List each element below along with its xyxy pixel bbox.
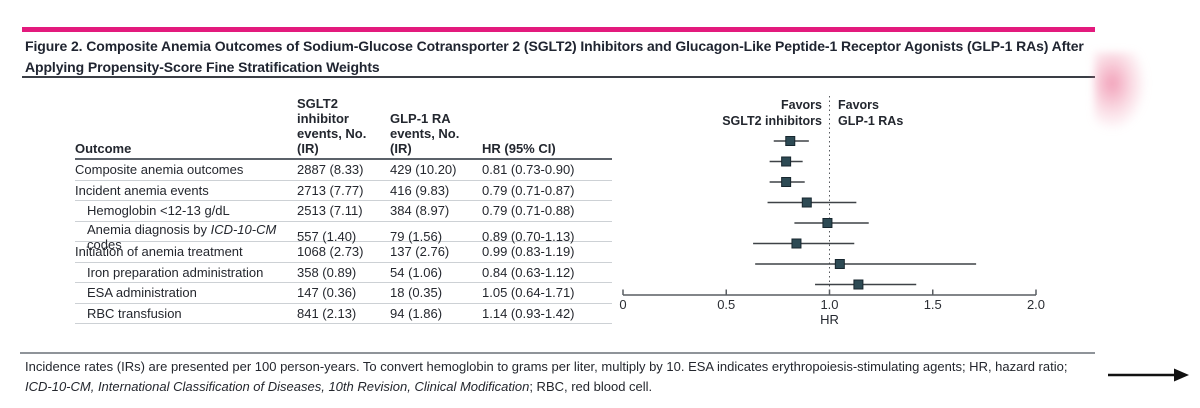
outcome-cell: Composite anemia outcomes [75,162,244,178]
glp1-events-cell: 416 (9.83) [390,182,450,198]
accent-bar [22,27,1095,32]
footnote-line-2: ICD-10-CM, International Classification … [25,379,653,394]
table-row: Iron preparation administration 358 (0.89… [75,263,612,283]
sglt2-events-cell: 147 (0.36) [297,285,357,301]
hr-ci-cell: 0.81 (0.73-0.90) [482,162,575,178]
x-axis-title: HR [820,312,839,327]
outcome-cell: Incident anemia events [75,182,209,198]
outcome-cell: Hemoglobin <12-13 g/dL [87,203,230,219]
table-row: Anemia diagnosis by ICD-10-CM codes 557 (… [75,222,612,252]
hr-ci-cell: 0.79 (0.71-0.87) [482,182,575,198]
figure-title: Figure 2. Composite Anemia Outcomes of S… [25,36,1095,78]
figure-title-line-2: Applying Propensity-Score Fine Stratific… [25,59,380,75]
x-tick-label: 1.0 [820,297,838,312]
footnote-line-1: Incidence rates (IRs) are presented per … [25,359,1068,374]
table-row: ESA administration 147 (0.36) 18 (0.35) 1.0… [75,283,612,304]
sglt2-events-cell: 1068 (2.73) [297,244,364,260]
table-row: Initiation of anemia treatment 1068 (2.73… [75,242,612,263]
figure-title-line-1: Figure 2. Composite Anemia Outcomes of S… [25,38,1084,54]
table-row: Composite anemia outcomes 2887 (8.33) 429 … [75,160,612,181]
arrow-head [1174,368,1189,382]
right-arrow-annotation [1108,368,1189,382]
outcomes-table: Outcome SGLT2 inhibitor events, No. (IR)… [75,96,612,324]
sglt2-events-cell: 2513 (7.11) [297,203,363,219]
hr-ci-cell: 1.14 (0.93-1.42) [482,305,575,321]
hr-point-marker [853,279,864,290]
hr-point-marker [791,238,802,249]
sglt2-events-cell: 2887 (8.33) [297,162,364,178]
hr-point-marker [781,156,792,167]
outcome-cell: RBC transfusion [87,305,182,321]
table-row: Incident anemia events 2713 (7.77) 416 (9.… [75,181,612,201]
table-row: Hemoglobin <12-13 g/dL 2513 (7.11) 384 (8.… [75,201,612,222]
glp1-events-cell: 384 (8.97) [390,203,450,219]
favors-glp1-label: Favors GLP-1 RAs [838,98,904,128]
column-header-glp1-events: GLP-1 RA events, No. (IR) [390,111,460,156]
sglt2-events-cell: 2713 (7.77) [297,182,364,198]
x-tick-label: 0 [619,297,626,312]
table-row: RBC transfusion 841 (2.13) 94 (1.86) 1.14 (… [75,304,612,324]
outcome-cell: Iron preparation administration [87,264,264,280]
column-header-hr-ci: HR (95% CI) [482,141,556,156]
glp1-events-cell: 54 (1.06) [390,264,443,280]
sglt2-events-cell: 358 (0.89) [297,264,357,280]
outcome-cell: ESA administration [87,285,197,301]
forest-plot-svg: 0 0.5 1.0 1.5 2.0 HR [619,96,1045,327]
outcome-cell: Initiation of anemia treatment [75,244,243,260]
hr-ci-cell: 0.89 (0.70-1.13) [482,229,575,244]
favors-sglt2-label: Favors SGLT2 inhibitors [722,98,822,128]
hr-point-marker [801,197,812,208]
pink-smudge-artifact [1094,52,1146,130]
footnote-divider [20,352,1095,354]
column-header-outcome: Outcome [75,141,132,156]
glp1-events-cell: 94 (1.86) [390,305,443,321]
glp1-events-cell: 429 (10.20) [390,162,457,178]
hr-ci-cell: 0.99 (0.83-1.19) [482,244,575,260]
glp1-events-cell: 18 (0.35) [390,285,443,301]
outcome-cell: Anemia diagnosis by ICD-10-CM codes [87,221,277,252]
glp1-events-cell: 79 (1.56) [390,229,443,244]
hr-ci-cell: 1.05 (0.64-1.71) [482,285,575,301]
column-header-sglt2-events: SGLT2 inhibitor events, No. (IR) [297,96,367,156]
hr-point-marker [785,136,796,146]
glp1-events-cell: 137 (2.76) [390,244,450,260]
hr-point-marker [781,177,792,187]
figure-footnote: Incidence rates (IRs) are presented per … [25,357,1095,397]
hr-ci-cell: 0.79 (0.71-0.88) [482,203,575,219]
x-tick-label: 1.5 [924,297,942,312]
hr-ci-cell: 0.84 (0.63-1.12) [482,264,575,280]
x-tick-label: 0.5 [717,297,735,312]
title-divider [22,76,1095,78]
hr-point-marker [834,259,845,269]
table-header-row: Outcome SGLT2 inhibitor events, No. (IR)… [75,96,612,160]
x-tick-label: 2.0 [1027,297,1045,312]
sglt2-events-cell: 841 (2.13) [297,305,357,321]
table-rows: Composite anemia outcomes 2887 (8.33) 429 … [75,160,612,324]
hr-point-marker [822,218,833,228]
sglt2-events-cell: 557 (1.40) [297,229,357,244]
